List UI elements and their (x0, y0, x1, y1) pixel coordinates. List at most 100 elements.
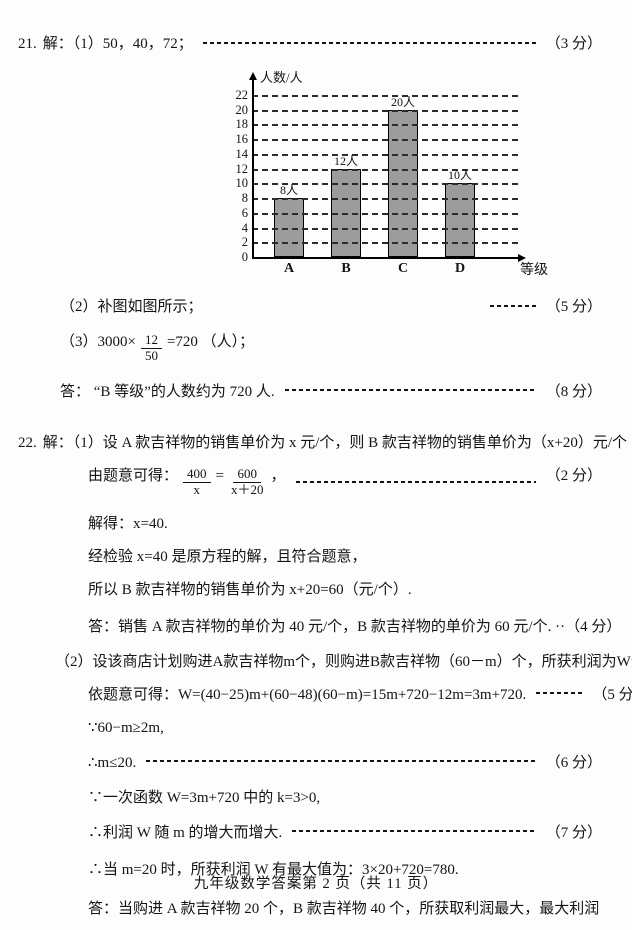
fraction-denominator: x (193, 481, 201, 497)
q22-line5-text: 所以 B 款吉祥物的销售单价为 x+20=60（元/个）. (88, 581, 412, 598)
dotted-leader (489, 304, 536, 307)
q22-line12-score: （7 分） (545, 824, 602, 841)
gridline-12 (252, 168, 518, 171)
page-footer: 九年级数学答案第 2 页（共 11 页） (193, 876, 439, 892)
bar-chart: 人数/人 等级 8人 A 12人 B 20人 C 10人 D 0 2 4 6 8 10 12 14 16 18 20… (216, 70, 552, 287)
gridline-14 (252, 153, 518, 156)
q21-number: 21. (18, 36, 37, 52)
q22-line10-score: （6 分） (545, 754, 602, 771)
q22-line4: 经检验 x=40 是原方程的解，且符合题意， (88, 545, 602, 566)
q22-number: 22. (18, 434, 37, 451)
q21-line1-score: （3 分） (545, 36, 602, 52)
category-label: C (397, 261, 409, 276)
y-axis-arrow-icon (249, 72, 257, 80)
category-label: D (454, 261, 466, 276)
gridline-2 (252, 242, 518, 245)
y-tick-22: 22 (235, 88, 249, 102)
fraction: 400 x (183, 466, 211, 498)
q22-line10: ∴m≤20. （6 分） (88, 751, 602, 772)
q22-line11-text: ∵一次函数 W=3m+720 中的 k=3>0, (88, 789, 321, 806)
q21-line4-score: （8 分） (545, 383, 602, 400)
q22-line9-text: ∵60−m≥2m, (88, 719, 164, 736)
q21-line1: 21. 解：（1）50，40，72； （3 分） (18, 32, 602, 53)
q21-line2-text: （2）补图如图所示； (60, 299, 203, 315)
q22-line13-text: ∴当 m=20 时，所获利润 W 有最大值为：3×20+720=780. (88, 861, 459, 878)
q22-line8: 依题意可得：W=(40−25)m+(60−48)(60−m)=15m+720−1… (88, 683, 632, 704)
y-tick-4: 4 (241, 220, 248, 235)
q21-line3-prefix: （3）3000× (60, 334, 136, 350)
q22-line8-text: 依题意可得：W=(40−25)m+(60−48)(60−m)=15m+720−1… (88, 686, 527, 703)
q22-line7-text: （2）设该商店计划购进A款吉祥物m个，则购进B款吉祥物（60－m）个，所获利润为… (55, 653, 632, 670)
q22-line9: ∵60−m≥2m, (88, 718, 602, 737)
y-tick-16: 16 (235, 132, 249, 147)
x-axis-label: 等级 (520, 263, 548, 278)
dotted-leader (292, 830, 536, 833)
q22-line6-text: 答：销售 A 款吉祥物的单价为 40 元/个，B 款吉祥物的单价为 60 元/个… (88, 618, 566, 635)
q21-line2: （2）补图如图所示； （5 分） (60, 295, 602, 316)
q22-line2-suffix: ， (270, 467, 286, 484)
q22-line13: ∴当 m=20 时，所获利润 W 有最大值为：3×20+720=780. (88, 858, 602, 879)
q22-line11: ∵一次函数 W=3m+720 中的 k=3>0, (88, 786, 602, 807)
dotted-leader (536, 692, 583, 695)
q22-line12: ∴利润 W 随 m 的增大而增大. （7 分） (88, 821, 602, 842)
x-axis-line (252, 257, 518, 259)
q21-line3-suffix: =720 （人）； (166, 334, 255, 350)
y-tick-0: 0 (241, 250, 248, 264)
q21-line4-text: 答： “B 等级”的人数约为 720 人. (60, 383, 275, 400)
gridline-6 (252, 212, 518, 215)
gridline-16 (252, 139, 518, 142)
q22-line2-score: （2 分） (545, 467, 602, 484)
y-tick-6: 6 (241, 205, 248, 220)
gridline-18 (252, 124, 518, 127)
q22-line2: 由题意可得： 400 x = 600 x＋20 ， （2 分） (88, 464, 602, 500)
y-axis-label: 人数/人 (260, 70, 303, 85)
bar-D (445, 183, 475, 257)
y-axis-line (252, 79, 254, 259)
bar-value-label: 10人 (447, 168, 472, 183)
x-axis-arrow-icon (518, 254, 526, 262)
q21-line1-text: 解：（1）50，40，72； (42, 36, 193, 52)
q22-line3: 解得：x=40. (88, 512, 602, 533)
dotted-leader (146, 760, 536, 763)
y-tick-10: 10 (235, 176, 249, 191)
gridline-8 (252, 198, 518, 201)
y-tick-14: 14 (235, 146, 249, 161)
q22-line4-text: 经检验 x=40 是原方程的解，且符合题意， (88, 548, 367, 565)
dotted-leader (284, 389, 536, 392)
q22-line14: 答：当购进 A 款吉祥物 20 个，B 款吉祥物 40 个，所获取利润最大，最大… (88, 897, 602, 918)
gridline-20 (252, 109, 518, 112)
fraction-numerator: 12 (140, 332, 162, 349)
fraction-numerator: 600 (233, 466, 261, 483)
dotted-leader (295, 480, 536, 483)
y-tick-20: 20 (235, 102, 249, 117)
q22-line6: 答：销售 A 款吉祥物的单价为 40 元/个，B 款吉祥物的单价为 60 元/个… (88, 615, 621, 636)
q22-line1-text: 解：（1）设 A 款吉祥物的销售单价为 x 元/个，则 B 款吉祥物的销售单价为… (42, 434, 628, 451)
q22-line10-text: ∴m≤20. (88, 754, 137, 771)
q22-line2-prefix: 由题意可得： (88, 467, 179, 484)
q22-line7: （2）设该商店计划购进A款吉祥物m个，则购进B款吉祥物（60－m）个，所获利润为… (55, 650, 632, 671)
bar-value-label: 12人 (333, 153, 358, 168)
q21-line3: （3）3000× 12 50 =720 （人）； (60, 330, 602, 366)
y-tick-12: 12 (235, 161, 249, 176)
fraction-denominator: x＋20 (230, 481, 264, 497)
q22-line6-score: （4 分） (565, 618, 622, 635)
q22-line14-text: 答：当购进 A 款吉祥物 20 个，B 款吉祥物 40 个，所获取利润最大，最大… (88, 900, 600, 917)
q21-line2-score: （5 分） (545, 299, 602, 315)
bar-B (331, 168, 361, 257)
bar-C (388, 109, 418, 257)
category-label: A (283, 261, 295, 276)
q22-line12-text: ∴利润 W 随 m 的增大而增大. (88, 824, 283, 841)
gridline-10 (252, 183, 518, 186)
bar-value-label: 8人 (279, 183, 298, 198)
fraction-numerator: 400 (183, 466, 211, 483)
category-label: B (341, 261, 351, 276)
dotted-leader (202, 41, 536, 44)
gridline-4 (252, 227, 518, 230)
y-tick-2: 2 (241, 235, 248, 250)
bar-value-label: 20人 (390, 94, 415, 109)
fraction: 600 x＋20 (229, 466, 266, 498)
q22-line8-score: （5 分） (592, 686, 632, 703)
y-tick-18: 18 (235, 117, 249, 132)
q22-line3-text: 解得：x=40. (88, 515, 168, 532)
